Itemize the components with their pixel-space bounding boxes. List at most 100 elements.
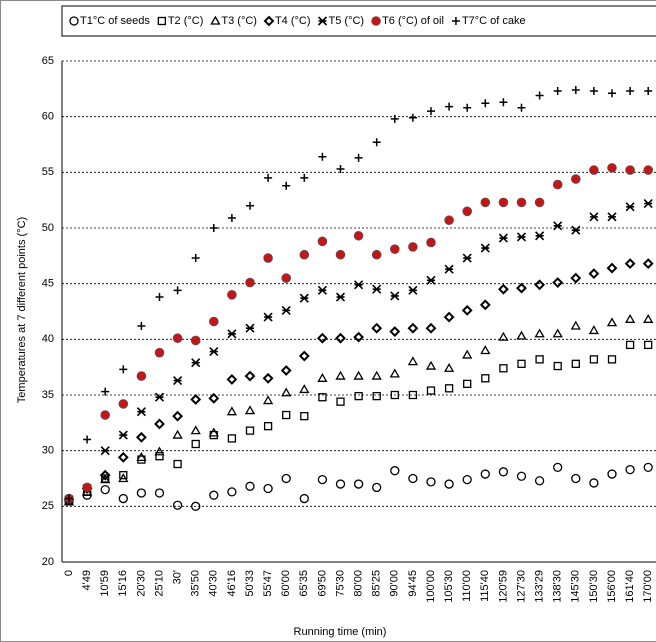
marker xyxy=(119,471,128,480)
marker xyxy=(117,451,129,463)
legend-label: T3 (°C) xyxy=(221,15,257,27)
marker xyxy=(444,215,454,226)
marker xyxy=(481,374,490,383)
marker xyxy=(136,452,147,461)
marker xyxy=(534,279,546,291)
y-tick-label: 40 xyxy=(42,333,54,345)
marker xyxy=(552,328,563,338)
marker xyxy=(534,197,545,208)
marker xyxy=(154,488,165,498)
marker xyxy=(643,198,653,209)
marker xyxy=(534,476,545,486)
marker xyxy=(336,397,345,406)
marker xyxy=(571,225,581,235)
marker xyxy=(100,474,111,484)
marker xyxy=(372,482,382,493)
marker xyxy=(65,494,73,503)
marker xyxy=(625,340,635,350)
marker xyxy=(190,335,201,346)
marker xyxy=(282,410,291,420)
marker xyxy=(173,286,182,295)
marker xyxy=(624,258,636,270)
x-tick-label: 100'00 xyxy=(425,570,437,603)
marker xyxy=(281,305,291,315)
marker xyxy=(408,285,418,295)
y-tick-label: 60 xyxy=(42,111,54,123)
marker xyxy=(444,264,454,274)
marker xyxy=(155,293,164,302)
x-tick-label: 10'59 xyxy=(99,570,111,597)
marker xyxy=(209,224,218,232)
legend-label: T1°C of seeds xyxy=(80,15,150,27)
marker xyxy=(136,488,147,498)
marker xyxy=(517,103,526,112)
marker xyxy=(118,430,128,440)
marker xyxy=(317,285,327,295)
marker xyxy=(118,473,129,483)
marker xyxy=(516,330,527,340)
marker xyxy=(245,323,255,333)
marker xyxy=(317,372,328,382)
marker xyxy=(462,206,473,217)
x-tick-label: 0 xyxy=(63,570,75,576)
marker xyxy=(173,375,183,386)
marker xyxy=(245,277,255,288)
marker xyxy=(479,299,491,311)
x-tick-label: 75'30 xyxy=(334,570,346,597)
marker xyxy=(208,392,220,404)
marker xyxy=(83,435,92,444)
marker xyxy=(606,262,618,274)
marker xyxy=(372,284,382,294)
marker xyxy=(300,173,309,182)
marker xyxy=(227,329,237,339)
marker xyxy=(535,355,544,364)
marker xyxy=(136,407,146,417)
marker xyxy=(643,462,653,473)
marker xyxy=(516,232,527,242)
y-tick-label: 55 xyxy=(42,166,54,178)
marker xyxy=(191,254,200,263)
marker xyxy=(607,163,617,173)
marker xyxy=(281,473,291,484)
marker xyxy=(299,249,310,260)
marker xyxy=(209,347,219,357)
marker xyxy=(317,236,328,247)
x-tick-label: 110'00 xyxy=(461,570,473,602)
marker xyxy=(299,293,309,303)
x-tick-label: 94'45 xyxy=(407,570,419,597)
marker xyxy=(390,291,400,301)
marker xyxy=(172,410,184,422)
x-tick-label: 69'50 xyxy=(316,570,328,597)
marker xyxy=(425,360,437,370)
x-tick-label: 46'16 xyxy=(226,570,238,597)
marker xyxy=(137,321,146,330)
x-tick-label: 150'30 xyxy=(588,570,600,603)
x-tick-label: 170'00 xyxy=(642,570,654,603)
marker xyxy=(209,490,219,500)
marker xyxy=(570,272,582,284)
marker xyxy=(335,292,346,302)
marker xyxy=(571,359,580,368)
marker xyxy=(481,99,490,108)
marker xyxy=(607,355,617,364)
marker xyxy=(318,152,327,161)
marker xyxy=(589,212,599,222)
marker xyxy=(624,313,636,323)
marker xyxy=(299,493,309,504)
marker xyxy=(209,316,219,327)
marker xyxy=(191,501,201,511)
marker xyxy=(589,87,598,96)
y-tick-label: 65 xyxy=(42,55,54,67)
marker xyxy=(389,326,401,337)
x-tick-label: 156'00 xyxy=(606,570,618,603)
marker xyxy=(371,370,382,380)
x-tick-label: 20'30 xyxy=(135,570,147,597)
marker xyxy=(516,197,527,208)
marker xyxy=(535,231,545,241)
marker xyxy=(191,439,200,449)
marker xyxy=(173,459,182,469)
marker xyxy=(390,466,400,476)
marker xyxy=(154,446,165,456)
marker xyxy=(461,304,473,316)
